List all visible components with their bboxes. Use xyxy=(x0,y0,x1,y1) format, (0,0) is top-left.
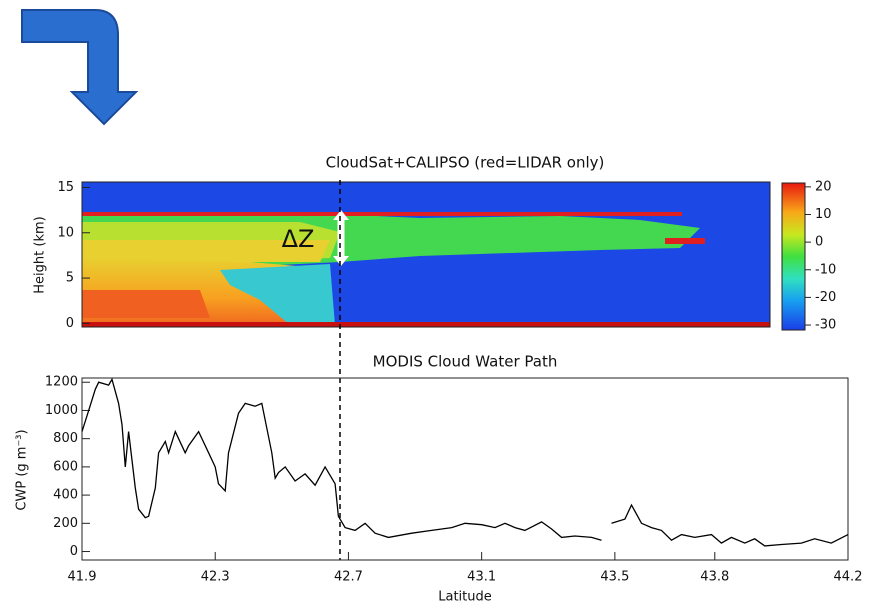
x-tick-label: 42.3 xyxy=(201,570,230,585)
y-tick-label: 1200 xyxy=(45,375,78,390)
y-axis-label: CWP (g m⁻³) xyxy=(15,429,30,510)
arrow-icon xyxy=(22,10,136,124)
colorbar-tick-label: 0 xyxy=(815,235,823,250)
plot-frame xyxy=(82,378,848,560)
chart-title: CloudSat+CALIPSO (red=LIDAR only) xyxy=(326,154,605,172)
annotation: ΔZ xyxy=(282,225,315,253)
y-tick-label: 1000 xyxy=(45,403,78,418)
y-tick-label: 400 xyxy=(53,488,78,503)
colorbar-tick-label: 10 xyxy=(815,207,832,222)
colorbar-tick-label: -10 xyxy=(815,262,836,277)
curtain-image xyxy=(82,182,770,327)
x-tick-label: 44.2 xyxy=(834,570,863,585)
colorbar-tick-label: -30 xyxy=(815,318,836,333)
x-tick-label: 41.9 xyxy=(68,570,97,585)
x-tick-label: 42.7 xyxy=(334,570,363,585)
y-tick-label: 0 xyxy=(70,544,78,559)
figure: ΔZ CloudSat+CALIPSO (red=LIDAR only) Hei… xyxy=(0,0,874,605)
colorbar xyxy=(782,183,805,330)
y-tick-label: 10 xyxy=(57,225,74,240)
chart-title: MODIS Cloud Water Path xyxy=(373,353,558,371)
y-tick-label: 15 xyxy=(57,180,74,195)
y-tick-label: 200 xyxy=(53,516,78,531)
y-tick-label: 600 xyxy=(53,459,78,474)
data-line xyxy=(82,379,848,546)
x-tick-label: 43.1 xyxy=(467,570,496,585)
y-tick-label: 800 xyxy=(53,431,78,446)
y-axis-label: Height (km) xyxy=(33,216,48,293)
colorbar-tick-label: 20 xyxy=(815,179,832,194)
x-tick-label: 43.5 xyxy=(600,570,629,585)
colorbar-tick-label: -20 xyxy=(815,290,836,305)
x-axis-label: Latitude xyxy=(438,590,492,605)
y-tick-label: 0 xyxy=(66,316,74,331)
y-tick-label: 5 xyxy=(66,271,74,286)
x-tick-label: 43.8 xyxy=(700,570,729,585)
